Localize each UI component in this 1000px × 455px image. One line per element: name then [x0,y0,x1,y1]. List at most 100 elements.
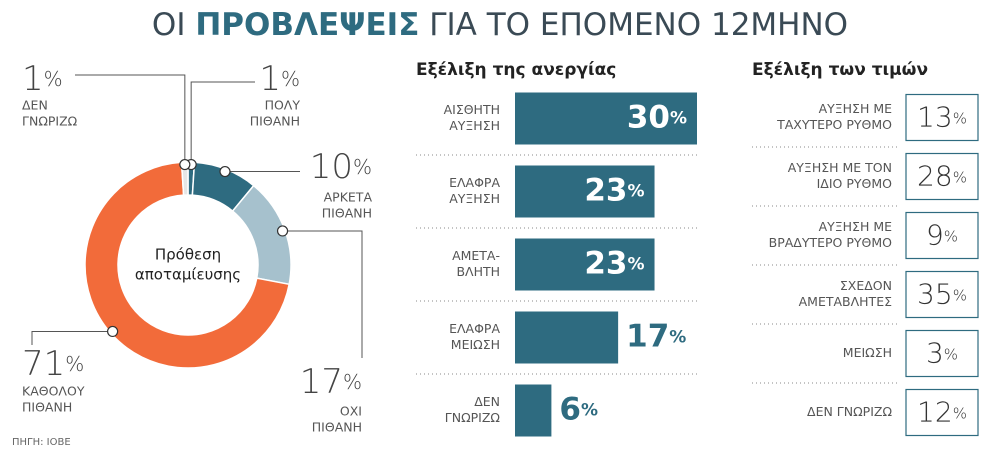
value-box [905,152,979,201]
value-number: 10 [310,147,353,187]
value-suffix: % [953,168,967,186]
value-number: 12 [917,396,953,429]
category-label: ΔΕΝ ΓΝΩΡΙΖΩ [807,404,892,419]
value-suffix: % [944,345,958,363]
value-label: 6% [559,391,598,427]
center-label: Πρόθεση [155,246,221,264]
leader-line [31,330,113,345]
category-label: ΑΙΣΘΗΤΗ [444,102,500,117]
category-label: ΑΥΞΗΣΗ ΜΕ ΤΟΝ [788,160,892,175]
category-label: ΣΧΕΔΟΝ [840,278,892,293]
value-label: 23% [584,245,644,281]
category-label: ΓΝΩΡΙΖΩ [22,114,78,129]
category-label: ΟΧΙ [340,404,362,419]
category-label: ΕΛΑΦΡΑ [449,321,500,336]
value-label: 30% [627,99,687,135]
category-label: ΔΕΝ [22,98,48,113]
value-label: 35% [917,278,967,311]
value-number: 23 [584,245,627,281]
category-label: ΑΡΚΕΤΑ [324,190,373,205]
leader-dot [179,158,191,171]
value-suffix: % [343,370,362,394]
leader-line [190,81,255,165]
leader-dot [219,165,231,178]
category-label: ΠΙΘΑΝΗ [250,114,300,129]
value-box [905,93,979,142]
value-number: 28 [917,160,953,193]
bar [515,165,655,218]
value-label: 28% [917,160,967,193]
category-label: ΠΙΘΑΝΗ [322,206,372,221]
category-label: ΓΝΩΡΙΖΩ [445,410,501,425]
value-label: 9% [926,219,958,252]
value-label: 10% [310,147,372,187]
category-label: ΜΕΙΩΣΗ [451,337,500,352]
category-label: ΑΥΞΗΣΗ ΜΕ [819,219,893,234]
value-box [905,270,979,319]
category-label: ΤΑΧΥΤΕΡΟ ΡΥΘΜΟ [776,117,892,132]
value-suffix: % [953,109,967,127]
value-suffix: % [627,182,644,202]
value-suffix: % [944,227,958,245]
category-label: ΒΡΑΔΥΤΕΡΟ ΡΥΘΜΟ [769,235,893,250]
value-box [905,211,979,260]
value-suffix: % [953,286,967,304]
value-number: 30 [627,99,670,135]
value-label: 17% [626,318,686,354]
title-part: ΓΙΑ ΤΟ ΕΠΟΜΕΝΟ 12ΜΗΝΟ [419,7,848,43]
category-label: ΙΔΙΟ ΡΥΘΜΟ [817,176,893,191]
value-suffix: % [669,328,686,348]
value-label: 23% [584,172,644,208]
category-label: ΑΜΕΤΑ- [452,248,500,263]
value-number: 13 [917,101,953,134]
value-label: 17% [300,362,362,402]
bar [515,238,655,291]
category-label: ΑΥΞΗΣΗ [449,191,500,206]
category-label: ΑΥΞΗΣΗ ΜΕ [819,101,893,116]
value-suffix: % [581,401,598,421]
value-label: 1% [259,59,300,99]
value-box [905,329,979,378]
value-number: 17 [626,318,669,354]
title-part: ΟΙ [152,7,195,43]
value-suffix: % [353,155,372,179]
value-label: 12% [917,396,967,429]
value-label: 3% [926,337,958,370]
leader-line [75,74,186,165]
value-suffix: % [670,109,687,129]
category-label: ΑΜΕΤΑΒΛΗΤΕΣ [799,294,892,309]
value-suffix: % [953,404,967,422]
category-label: ΕΛΑΦΡΑ [449,175,500,190]
category-label: ΠΙΘΑΝΗ [312,420,362,435]
value-number: 6 [559,391,581,427]
value-box [905,388,979,437]
value-number: 23 [584,172,627,208]
value-suffix: % [44,67,63,91]
value-label: 13% [917,101,967,134]
bar [515,92,697,145]
category-label: ΒΛΗΤΗ [456,264,500,279]
source: ΠΗΓΗ: ΙΟΒΕ [12,437,71,448]
category-label: ΜΕΙΩΣΗ [843,345,892,360]
value-label: 1% [22,59,63,99]
leader-line [282,230,363,358]
value-number: 1 [259,59,281,99]
page-title: ΟΙ ΠΡΟΒΛΕΨΕΙΣ ΓΙΑ ΤΟ ΕΠΟΜΕΝΟ 12ΜΗΝΟ [152,7,848,43]
value-number: 35 [917,278,953,311]
leader-dot [107,325,119,338]
bar [515,384,552,437]
category-label: ΚΑΘΟΛΟΥ [22,384,85,399]
category-label: ΑΥΞΗΣΗ [449,118,500,133]
center-label: αποταμίευσης [135,266,241,284]
chart-title: Εξέλιξη των τιμών [752,60,928,80]
value-suffix: % [627,255,644,275]
category-label: ΠΟΛΥ [265,98,301,113]
title-part: ΠΡΟΒΛΕΨΕΙΣ [195,7,419,43]
category-label: ΠΙΘΑΝΗ [22,400,72,415]
value-suffix: % [281,67,300,91]
value-number: 3 [926,337,944,370]
value-suffix: % [65,352,84,376]
value-number: 1 [22,59,44,99]
bar [515,311,619,364]
